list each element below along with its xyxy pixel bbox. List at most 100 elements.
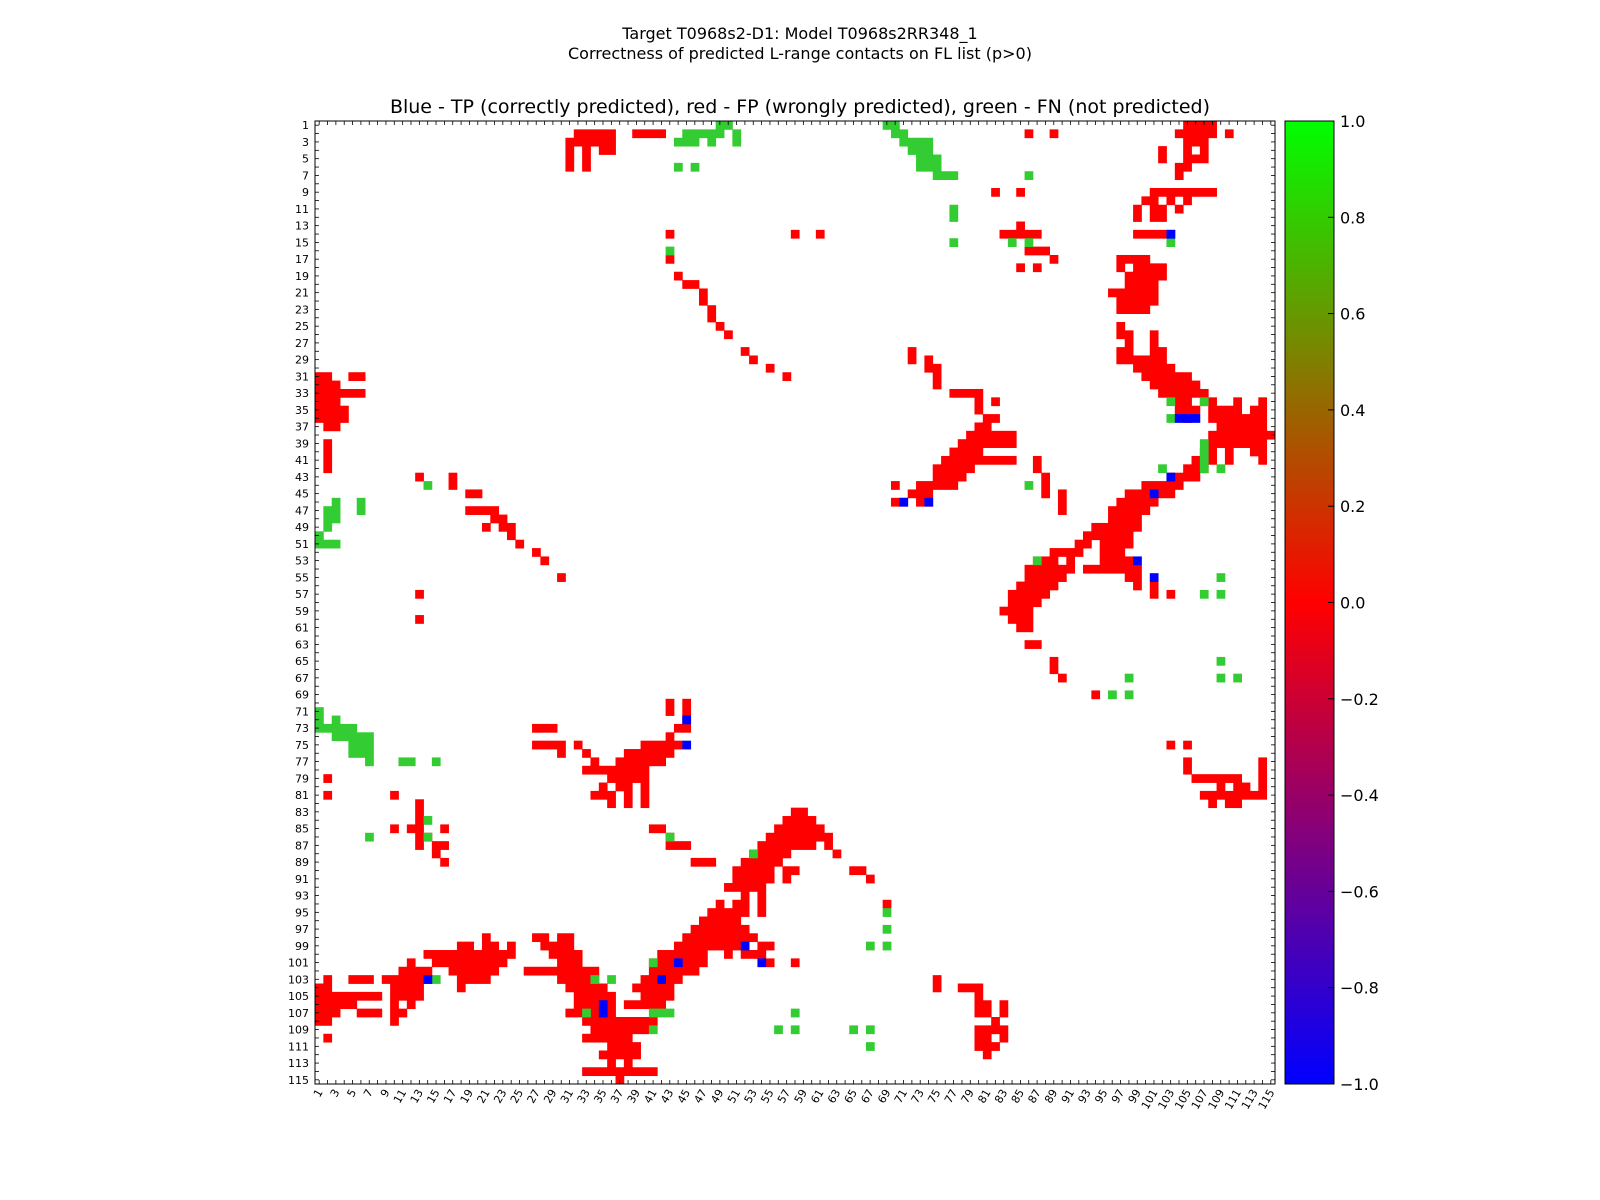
fp-cell <box>682 841 692 850</box>
fp-cell <box>582 1033 591 1043</box>
fp-cell <box>323 1017 333 1026</box>
fp-cell <box>1133 363 1142 373</box>
fp-cell <box>582 162 591 172</box>
fp-cell <box>1057 506 1067 515</box>
fp-cell <box>857 866 867 876</box>
fn-cell <box>1199 439 1209 448</box>
fp-cell <box>590 137 600 147</box>
fn-cell <box>849 1025 859 1035</box>
x-tick-label: 23 <box>491 1087 509 1106</box>
x-tick-label: 81 <box>975 1087 993 1106</box>
fp-cell <box>431 841 441 850</box>
fp-cell <box>465 950 475 959</box>
fp-cell <box>740 899 750 909</box>
fp-cell <box>507 522 516 532</box>
fp-cell <box>1174 162 1184 172</box>
fp-cell <box>398 1008 408 1018</box>
x-tick-label: 41 <box>641 1087 659 1106</box>
fp-cell <box>315 983 324 993</box>
x-tick-label: 71 <box>892 1087 910 1106</box>
fp-cell <box>481 958 491 968</box>
fn-cell <box>707 137 717 147</box>
fp-cell <box>982 1042 992 1051</box>
fp-cell <box>1174 481 1184 490</box>
fp-cell <box>1057 497 1067 507</box>
fp-cell <box>648 983 658 993</box>
fp-cell <box>598 1017 608 1026</box>
fp-cell <box>1007 589 1017 599</box>
fn-cell <box>1199 589 1209 599</box>
fp-cell <box>590 983 600 993</box>
fp-cell <box>1124 330 1134 340</box>
fp-cell <box>740 866 750 876</box>
fp-cell <box>982 1000 992 1010</box>
tp-cell <box>598 1000 608 1010</box>
fp-cell <box>1149 589 1159 599</box>
fp-cell <box>1141 254 1151 264</box>
fn-cell <box>1166 414 1176 423</box>
fp-cell <box>1116 263 1126 273</box>
fn-cell <box>790 1025 800 1035</box>
fp-cell <box>340 991 349 1001</box>
fp-cell <box>1133 514 1142 524</box>
fp-cell <box>949 455 959 465</box>
y-tick-label: 113 <box>288 1057 309 1070</box>
y-tick-label: 19 <box>295 270 309 283</box>
y-tick-label: 103 <box>288 973 309 986</box>
fp-cell <box>582 765 591 775</box>
fp-cell <box>982 422 992 432</box>
fp-cell <box>315 414 324 423</box>
fp-cell <box>682 941 692 951</box>
fp-cell <box>473 506 483 515</box>
fp-cell <box>465 489 475 499</box>
fn-cell <box>865 1025 875 1035</box>
fp-cell <box>607 1017 616 1026</box>
fp-cell <box>632 129 641 139</box>
fp-cell <box>724 883 733 892</box>
fp-cell <box>565 933 575 943</box>
fp-cell <box>1233 799 1243 809</box>
fp-cell <box>891 481 900 490</box>
fp-cell <box>440 857 449 867</box>
fp-cell <box>657 991 667 1001</box>
fp-cell <box>598 782 608 792</box>
fn-cell <box>665 832 675 842</box>
fp-cell <box>356 991 366 1001</box>
fp-cell <box>440 958 449 968</box>
fp-cell <box>732 933 742 943</box>
fn-cell <box>356 749 366 758</box>
fp-cell <box>1116 548 1126 557</box>
y-tick-label: 79 <box>295 772 309 785</box>
fn-cell <box>323 514 333 524</box>
fp-cell <box>565 966 575 976</box>
fp-cell <box>765 874 775 884</box>
y-tick-label: 83 <box>295 806 309 819</box>
fp-cell <box>640 1025 650 1035</box>
fp-cell <box>790 816 800 825</box>
x-tick-label: 27 <box>525 1087 543 1106</box>
fp-cell <box>1007 615 1017 624</box>
fn-cell <box>732 137 742 147</box>
fn-cell <box>665 1008 675 1018</box>
fp-cell <box>665 991 675 1001</box>
x-tick-label: 45 <box>675 1087 693 1106</box>
fp-cell <box>615 1025 625 1035</box>
y-tick-label: 107 <box>288 1007 309 1020</box>
chart-subtitle: Blue - TP (correctly predicted), red - F… <box>389 96 1211 118</box>
fn-cell <box>1233 673 1243 683</box>
fp-cell <box>1183 380 1192 390</box>
fp-cell <box>782 824 792 834</box>
fp-cell <box>1141 372 1151 381</box>
fn-cell <box>924 154 934 164</box>
fp-cell <box>815 229 825 239</box>
fp-cell <box>824 841 833 850</box>
fp-cell <box>790 824 800 834</box>
fp-cell <box>1032 246 1042 256</box>
fp-cell <box>598 765 608 775</box>
fn-cell <box>365 832 374 842</box>
fn-cell <box>690 162 700 172</box>
fn-cell <box>682 129 692 139</box>
fp-cell <box>398 966 408 976</box>
fp-cell <box>1224 790 1234 800</box>
fp-cell <box>573 983 583 993</box>
